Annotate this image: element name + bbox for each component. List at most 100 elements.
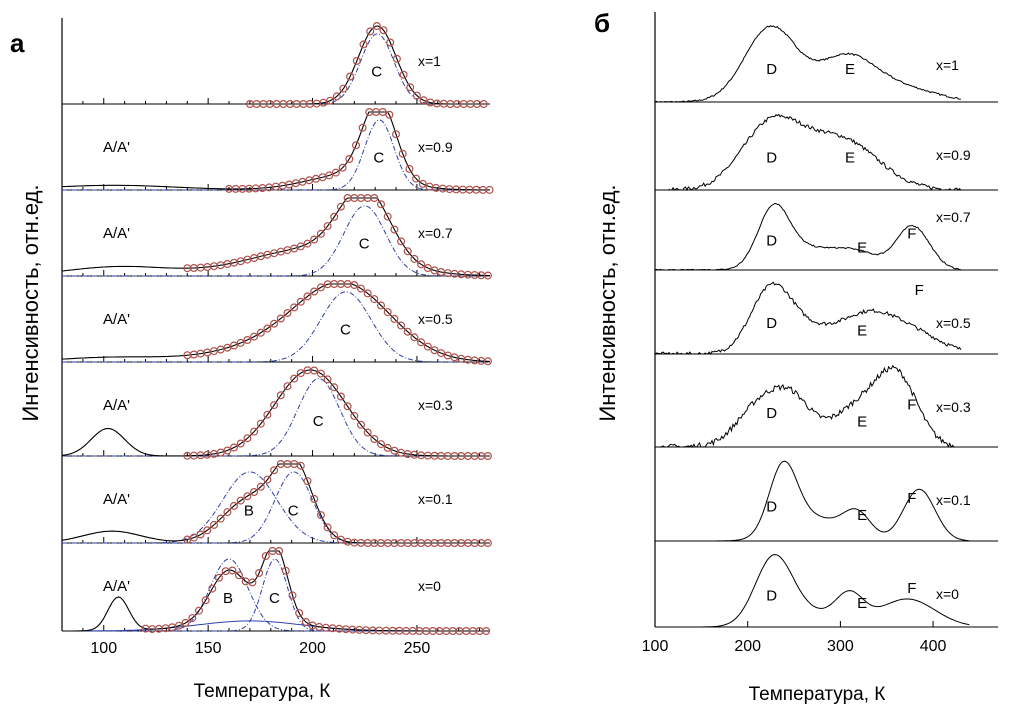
panel-a-data-point <box>403 247 412 256</box>
panel-b-spectrum-curve <box>654 281 962 355</box>
panel-b-peak-label: E <box>845 61 855 78</box>
panel-b-spectrum-curve <box>655 460 970 542</box>
panel-a-data-point <box>263 475 272 484</box>
panel-a-data-point <box>383 308 392 317</box>
panel-a-data-point <box>397 237 406 246</box>
panel-a-peak-label: A/A' <box>103 225 130 242</box>
panel-a-data-point <box>326 96 335 105</box>
panel-a-data-point <box>250 332 259 341</box>
panel-b-peak-label: D <box>766 150 777 167</box>
panel-a-data-point <box>403 327 412 336</box>
panel-a-x-tick-label: 100 <box>90 640 117 657</box>
panel-a-data-point <box>316 511 325 520</box>
panel-a-subplot-label: x=0.5 <box>418 311 453 327</box>
panel-a-peak-label: B <box>223 590 233 607</box>
panel-a-data-point <box>243 336 252 345</box>
panel-a-data-point <box>296 297 305 306</box>
panel-a-peak-label: A/A' <box>103 491 130 508</box>
panel-a-data-point <box>256 419 265 428</box>
panel-a-data-point <box>397 321 406 330</box>
panel-a-data-point <box>406 83 415 92</box>
panel-a-data-point <box>346 72 355 81</box>
panel-a-data-point <box>310 235 319 244</box>
panel-a-data-point <box>383 212 392 221</box>
panel-a-data-point <box>392 130 401 139</box>
panel-a-data-point <box>430 346 439 355</box>
panel-b-peak-label: E <box>857 595 867 612</box>
panel-a-data-point <box>399 70 408 79</box>
panel-a-data-point <box>208 584 217 593</box>
panel-a-component-C <box>62 291 490 363</box>
panel-b-peak-label: D <box>766 233 777 250</box>
panel-b-peak-label: F <box>907 580 916 597</box>
panel-a-data-point <box>236 439 245 448</box>
panel-a-data-point <box>483 538 492 547</box>
panel-a-data-point <box>483 357 492 366</box>
panel-a-fit-curve <box>62 25 490 105</box>
panel-a-data-point <box>386 38 395 47</box>
panel-a-data-point <box>479 99 488 108</box>
panel-a-data-point <box>383 443 392 452</box>
panel-a-data-point <box>392 54 401 63</box>
panel-a-data-point <box>370 194 379 203</box>
panel-a-peak-label: C <box>288 502 299 519</box>
panel-a-data-point <box>201 596 210 605</box>
panel-b-peak-label: D <box>766 499 777 516</box>
panel-a-data-point <box>363 428 372 437</box>
panel-b-spectrum-curve <box>655 364 956 448</box>
panel-a-peak-label: C <box>313 413 324 430</box>
panel-a-data-point <box>243 434 252 443</box>
panel-a-subplot-label: x=0.1 <box>418 491 453 507</box>
panel-a-data-point <box>303 239 312 248</box>
panel-a-data-point <box>250 488 259 497</box>
panel-a-data-point <box>482 626 491 635</box>
panel-a-data-point <box>301 617 310 626</box>
panel-a-data-point <box>377 301 386 310</box>
panel-a-peak-label: A/A' <box>103 397 130 414</box>
panel-a-data-point <box>370 295 379 304</box>
panel-a-data-point <box>363 289 372 298</box>
panel-a-data-point <box>412 91 421 100</box>
panel-a-data-point <box>261 552 270 561</box>
panel-a-data-point <box>296 461 305 470</box>
panel-a-data-point <box>377 440 386 449</box>
panel-b-peak-label: E <box>857 240 867 257</box>
panel-a-data-point <box>276 314 285 323</box>
panel-b-spectrum-curve <box>655 554 970 628</box>
panel-b-peak-label: E <box>845 150 855 167</box>
panel-a-data-point <box>270 466 279 475</box>
panel-a-data-point <box>330 383 339 392</box>
panel-a-data-point <box>336 392 345 401</box>
panel-a-data-point <box>357 284 366 293</box>
panel-b-label: б <box>594 8 610 38</box>
panel-a-data-point <box>352 141 361 150</box>
panel-a-data-point <box>437 349 446 358</box>
panel-a-subplot-label: x=0 <box>418 578 441 594</box>
panel-a-data-point <box>290 374 299 383</box>
panel-a-data-point <box>323 222 332 231</box>
panel-a-data-point <box>485 185 494 194</box>
panel-a-data-point <box>358 123 367 132</box>
panel-a: а Интенсивность, отн.ед. Температура, К … <box>10 18 494 702</box>
panel-b-spectrum-curve <box>668 113 962 192</box>
panel-b-peak-label: F <box>907 226 916 243</box>
panel-a-data-point <box>196 530 205 539</box>
panel-a-data-point <box>423 342 432 351</box>
panel-a-peak-label: C <box>371 64 382 81</box>
panel-b-subplot-label: x=0.1 <box>936 492 971 508</box>
panel-a-data-point <box>323 375 332 384</box>
panel-a-data-point <box>339 84 348 93</box>
panel-a-data-point <box>372 22 381 31</box>
panel-b-spectrum-curve <box>654 202 961 271</box>
panel-a-data-point <box>378 107 387 116</box>
panel-a-y-axis-label: Интенсивность, отн.ед. <box>18 184 43 421</box>
panel-b-peak-label: D <box>766 315 777 332</box>
panel-a-data-point <box>203 526 212 535</box>
panel-a-data-point <box>295 609 304 618</box>
panel-a-component-C <box>62 558 490 632</box>
panel-a-data-point <box>390 225 399 234</box>
panel-a-data-point <box>331 168 340 177</box>
panel-a-data-point <box>256 482 265 491</box>
panel-a-data-point <box>412 174 421 183</box>
panel-a-data-point <box>236 338 245 347</box>
